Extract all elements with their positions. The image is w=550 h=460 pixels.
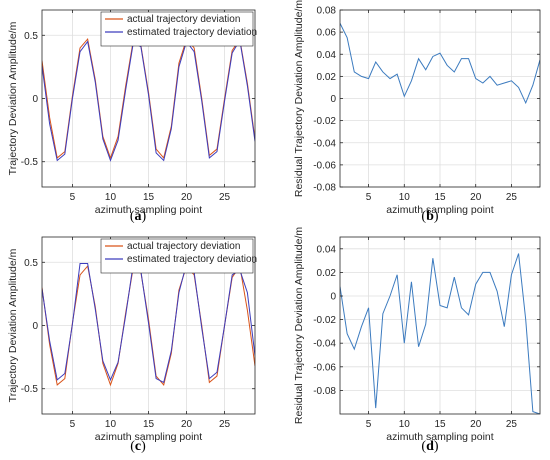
legend-entry: estimated trajectory deviation xyxy=(127,254,257,265)
y-tick-label: 0.04 xyxy=(317,50,337,61)
y-axis-label: Residual Trajectory Deviation Amplitude/… xyxy=(293,227,305,425)
x-tick-label: 5 xyxy=(366,419,372,430)
x-tick-label: 10 xyxy=(105,419,117,430)
series-line-estimated-trajectory-deviation xyxy=(42,262,255,384)
y-tick-label: 0 xyxy=(330,292,336,303)
x-tick-label: 5 xyxy=(366,192,372,203)
x-axis-label: azimuth sampling point xyxy=(386,204,493,216)
series-line-residual xyxy=(340,23,540,105)
x-tick-label: 10 xyxy=(399,419,411,430)
series-line-estimated-trajectory-deviation xyxy=(42,38,255,162)
legend-entry: estimated trajectory deviation xyxy=(127,27,257,38)
x-tick-label: 20 xyxy=(181,192,193,203)
x-tick-label: 5 xyxy=(70,419,76,430)
x-tick-label: 25 xyxy=(219,419,231,430)
y-tick-label: 0.02 xyxy=(317,268,337,279)
y-tick-label: 0 xyxy=(32,94,38,105)
y-tick-label: -0.5 xyxy=(21,384,39,395)
panel-label: (b) xyxy=(421,209,438,224)
x-tick-label: 15 xyxy=(434,192,446,203)
y-tick-label: -0.06 xyxy=(313,362,336,373)
y-axis-label: Trajectory Deviation Amplitude/m xyxy=(7,248,19,402)
x-tick-label: 25 xyxy=(506,419,518,430)
x-tick-label: 25 xyxy=(506,192,518,203)
y-tick-label: -0.08 xyxy=(313,386,336,397)
x-tick-label: 20 xyxy=(181,419,193,430)
legend-entry: actual trajectory deviation xyxy=(127,14,240,25)
x-tick-label: 10 xyxy=(105,192,117,203)
series-line-residual xyxy=(340,253,540,414)
y-tick-label: 0.5 xyxy=(24,258,38,269)
x-tick-label: 15 xyxy=(143,419,155,430)
panel-label: (d) xyxy=(421,439,438,454)
y-axis-label: Residual Trajectory Deviation Amplitude/… xyxy=(293,0,305,197)
x-axis-label: azimuth sampling point xyxy=(386,431,493,443)
y-tick-label: 0.06 xyxy=(317,28,337,39)
x-axis-label: azimuth sampling point xyxy=(95,204,202,216)
x-axis-label: azimuth sampling point xyxy=(95,431,202,443)
x-tick-label: 10 xyxy=(399,192,411,203)
y-tick-label: 0.04 xyxy=(317,244,337,255)
chart-panel-a: 5 10 15 20 25 -0.5 0 0.5 azimuth sampling point T… xyxy=(7,9,257,224)
legend: actual trajectory deviation estimated tra… xyxy=(100,11,257,47)
y-tick-label: 0 xyxy=(330,94,336,105)
y-tick-label: 0.02 xyxy=(317,72,337,83)
y-axis-label: Trajectory Deviation Amplitude/m xyxy=(7,21,19,175)
chart-panel-c: 5 10 15 20 25 -0.5 0 0.5 azimuth sampling point T… xyxy=(7,236,257,454)
y-tick-label: -0.02 xyxy=(313,116,336,127)
chart-panel-d: 5 10 15 20 25 -0.08 -0.06 -0.04 -0.02 0 0.02 0.04 az… xyxy=(293,227,541,454)
legend-box xyxy=(100,238,254,274)
y-tick-label: 0.08 xyxy=(317,6,337,17)
y-tick-label: -0.04 xyxy=(313,138,336,149)
x-tick-label: 20 xyxy=(470,419,482,430)
y-tick-label: 0.5 xyxy=(24,31,38,42)
y-tick-label: -0.5 xyxy=(21,157,39,168)
panel-label: (c) xyxy=(130,439,146,454)
y-tick-label: -0.04 xyxy=(313,339,336,350)
x-tick-label: 25 xyxy=(219,192,231,203)
x-tick-label: 20 xyxy=(470,192,482,203)
legend: actual trajectory deviation estimated tra… xyxy=(100,238,257,274)
legend-box xyxy=(100,11,254,47)
x-tick-label: 15 xyxy=(143,192,155,203)
panel-label: (a) xyxy=(130,209,147,224)
x-tick-label: 5 xyxy=(70,192,76,203)
y-tick-label: -0.02 xyxy=(313,315,336,326)
legend-entry: actual trajectory deviation xyxy=(127,241,240,252)
y-tick-label: -0.08 xyxy=(313,183,336,194)
y-tick-label: 0 xyxy=(32,321,38,332)
y-tick-label: -0.06 xyxy=(313,160,336,171)
x-tick-label: 15 xyxy=(434,419,446,430)
chart-panel-b: 5 10 15 20 25 -0.08 -0.06 -0.04 -0.02 0 0.02 0.04 0.… xyxy=(293,0,541,224)
